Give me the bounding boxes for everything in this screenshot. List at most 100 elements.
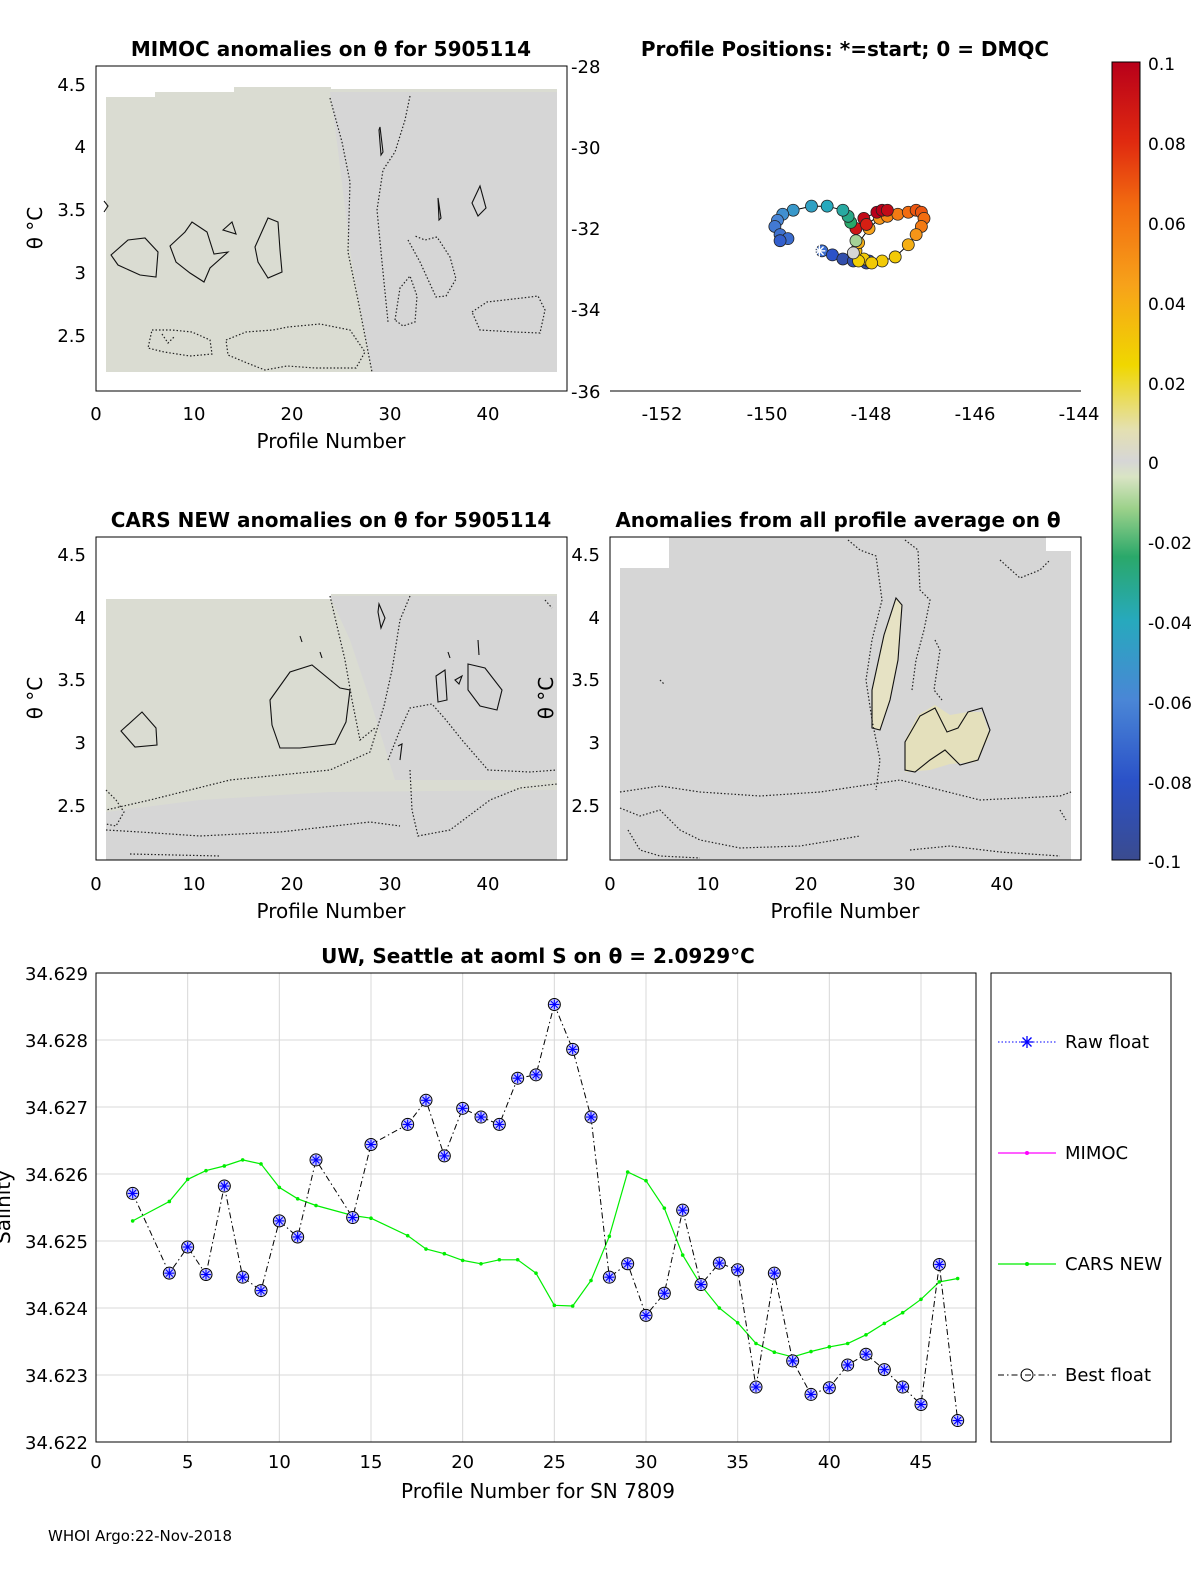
x-tick-label: 10 [697, 874, 720, 895]
position-markers [768, 199, 931, 270]
x-tick-label: 25 [543, 1452, 566, 1473]
legend-label: MIMOC [1065, 1143, 1128, 1164]
cars-panel-title: CARS NEW anomalies on θ for 5905114 [111, 508, 552, 532]
profile-position-marker [875, 254, 889, 268]
salinity-x-label: Profile Number for SN 7809 [401, 1479, 675, 1503]
salinity-y-label: Salinity [0, 1170, 15, 1244]
average-panel-title: Anomalies from all profile average on θ [615, 508, 1060, 532]
raw-float-point [787, 1355, 798, 1366]
average-dotted-contours [619, 539, 1072, 859]
cars-y-label: θ °C [23, 677, 47, 720]
cars-new-point [185, 1177, 190, 1182]
x-tick-label: 30 [379, 404, 402, 425]
raw-float-point [769, 1268, 780, 1279]
legend-label: Best float [1065, 1365, 1151, 1386]
raw-float-point [879, 1364, 890, 1375]
average-x-label: Profile Number [771, 899, 921, 923]
y-tick-label: 34.625 [25, 1232, 88, 1253]
legend-item-best-float: Best float [998, 1365, 1151, 1386]
y-tick-label: -30 [571, 138, 600, 159]
colorbar-tick-label: 0.04 [1148, 295, 1186, 315]
x-tick-label: 5 [182, 1452, 193, 1473]
cars-new-point [735, 1320, 740, 1325]
cars-new-point [717, 1306, 722, 1310]
footer-credit: WHOI Argo:22-Nov-2018 [48, 1527, 232, 1545]
average-warm-patch [872, 598, 902, 730]
raw-float-point [219, 1181, 230, 1192]
x-tick-label: 0 [90, 1452, 101, 1473]
salinity-axes-frame [95, 972, 977, 1443]
colorbar-tick-label: -0.08 [1148, 774, 1192, 794]
raw-float-point [824, 1382, 835, 1393]
profile-position-marker [846, 246, 860, 260]
raw-float-point [934, 1259, 945, 1270]
raw-float-point [586, 1112, 596, 1123]
colorbar-tick-label: 0 [1148, 454, 1159, 474]
average-anomaly-field [620, 537, 1071, 860]
cars-new-point [955, 1276, 960, 1281]
profile-position-marker [860, 218, 873, 231]
cars-axes-frame [95, 536, 568, 861]
mimoc-panel-title: MIMOC anomalies on θ for 5905114 [131, 37, 531, 61]
raw-float-point [696, 1279, 706, 1290]
cars-y-ticks: 2.5 3 3.5 4 4.5 [57, 545, 86, 817]
y-tick-label: 2.5 [57, 796, 86, 817]
cars-new-point [680, 1253, 685, 1257]
cars-new-point [295, 1196, 300, 1201]
mimoc-y-ticks: 2.5 3 3.5 4 4.5 [57, 75, 86, 347]
profile-position-marker [849, 234, 863, 248]
x-tick-label: 0 [90, 404, 101, 425]
raw-float-point [952, 1415, 963, 1426]
profile-position-marker [805, 199, 818, 213]
x-tick-label: 10 [268, 1452, 291, 1473]
x-tick-label: 40 [991, 874, 1014, 895]
cars-new-point [497, 1257, 502, 1262]
y-tick-label: 4.5 [571, 545, 600, 566]
cars-new-point [864, 1333, 868, 1337]
cars-new-point [259, 1162, 263, 1166]
y-tick-label: 3.5 [57, 670, 86, 691]
y-tick-label: 34.624 [25, 1299, 88, 1320]
profile-position-marker [836, 252, 850, 266]
cars-new-point [515, 1257, 520, 1262]
y-tick-label: 34.627 [25, 1098, 88, 1119]
x-tick-label: 10 [183, 874, 206, 895]
raw-float-point [292, 1231, 303, 1242]
y-tick-label: -34 [571, 300, 600, 321]
raw-float-point [677, 1205, 688, 1216]
salinity-chart-title: UW, Seattle at aoml S on θ = 2.0929°C [321, 944, 755, 968]
salinity-y-ticks: 34.622 34.623 34.624 34.625 34.626 34.627 34.6… [25, 964, 88, 1454]
y-tick-label: 2.5 [57, 326, 86, 347]
cars-new-point [167, 1199, 172, 1204]
cars-new-point [534, 1271, 538, 1275]
y-tick-label: 3 [75, 733, 86, 754]
cars-new-point [845, 1341, 850, 1346]
profile-position-marker [888, 250, 902, 264]
colorbar-tick-label: 0.08 [1148, 135, 1186, 155]
cars-new-point [919, 1297, 923, 1302]
cars-new-point [240, 1158, 245, 1162]
raw-float-point [201, 1269, 211, 1280]
cars-new-point [204, 1168, 208, 1173]
raw-float-point [421, 1095, 431, 1106]
colorbar-tick-label: 0.06 [1148, 215, 1186, 235]
cars-new-point [754, 1341, 758, 1346]
profile-position-marker [820, 199, 834, 213]
colorbar-tick-label: -0.1 [1148, 853, 1181, 873]
x-tick-label: 30 [379, 874, 402, 895]
raw-float-point [494, 1119, 505, 1130]
raw-float-point [861, 1349, 871, 1360]
positions-panel-title: Profile Positions: *=start; 0 = DMQC [641, 37, 1049, 61]
y-tick-label: 3.5 [571, 670, 600, 691]
circle-marker-icon [1020, 1368, 1034, 1382]
raw-float-point [659, 1288, 670, 1299]
y-tick-label: 34.628 [25, 1031, 88, 1052]
colorbar-tick-label: -0.02 [1148, 534, 1192, 554]
colorbar-ticks: 0.1 0.08 0.06 0.04 0.02 0 -0.02 -0.04 -0… [1148, 55, 1192, 873]
cars-solid-contours [120, 601, 503, 761]
y-tick-label: 4 [75, 137, 86, 158]
cars-x-ticks: 0 10 20 30 40 [90, 874, 499, 895]
cars-new-point [460, 1258, 465, 1263]
raw-float-point [457, 1103, 468, 1114]
